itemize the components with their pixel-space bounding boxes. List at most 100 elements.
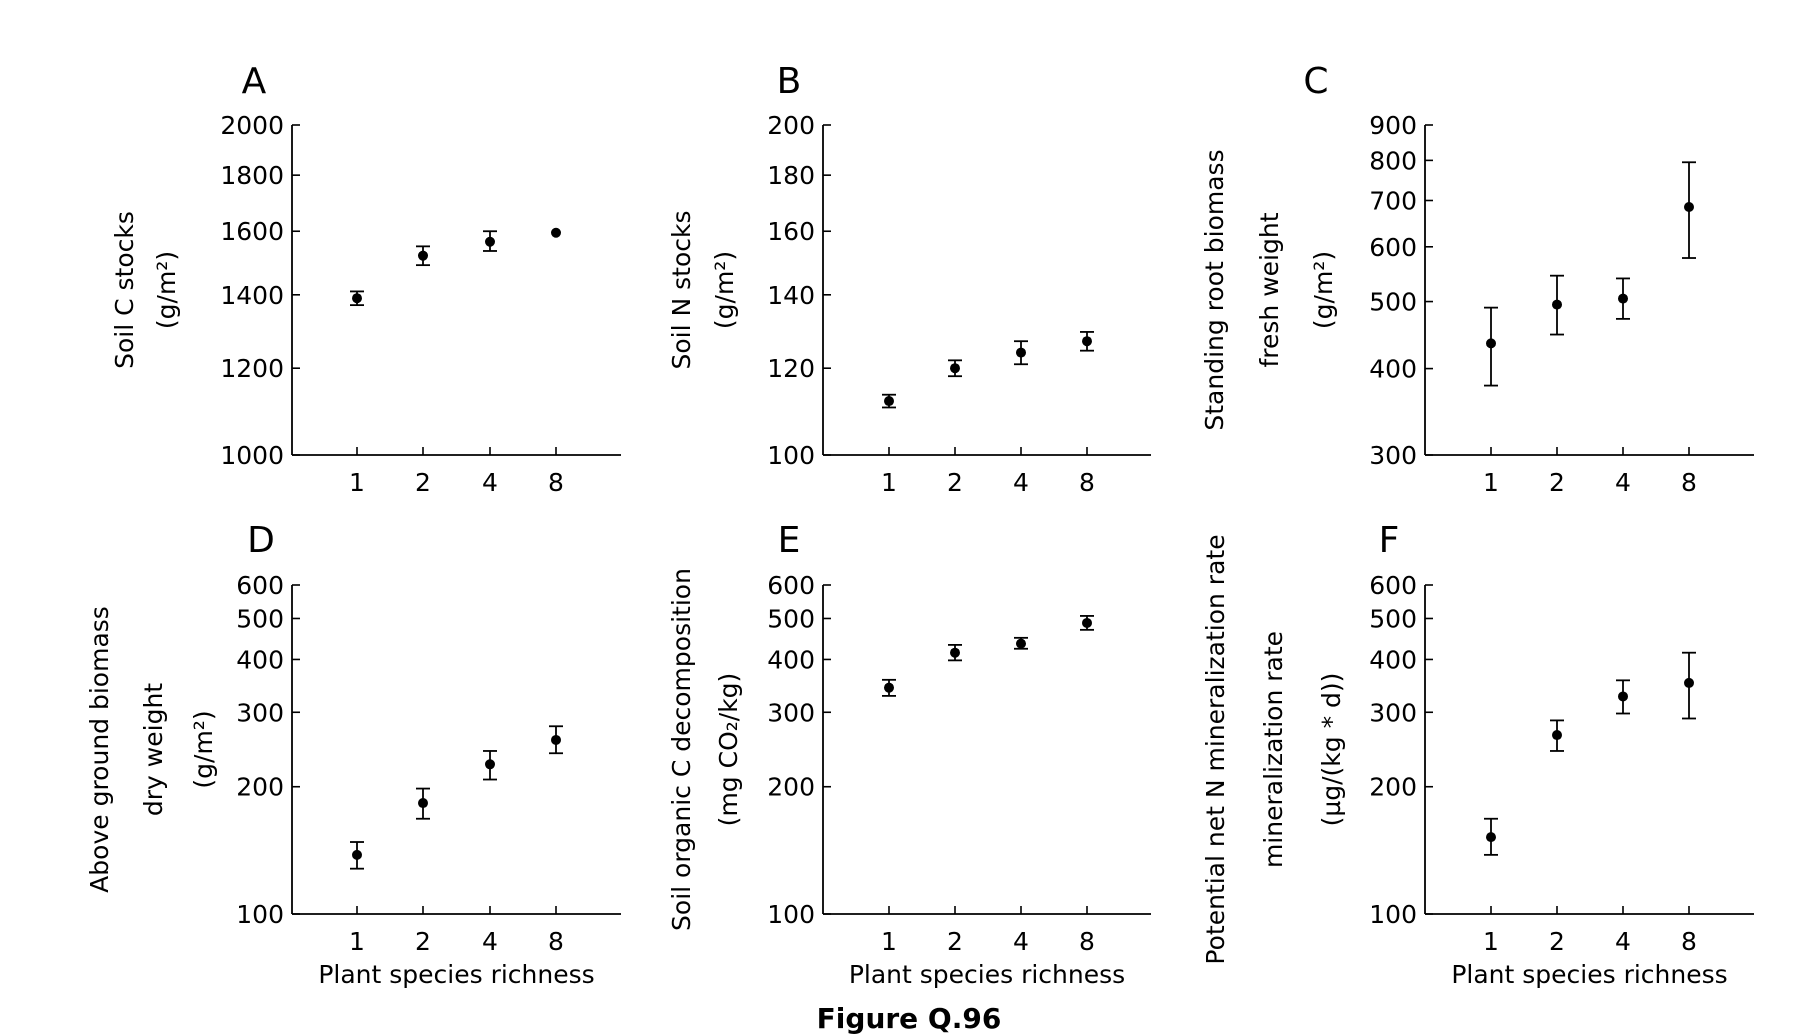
data-point: [1552, 299, 1562, 310]
y-tick-label: 400: [1369, 355, 1417, 384]
x-tick-label: 8: [1681, 927, 1697, 956]
data-point: [551, 227, 561, 238]
x-tick-label: 2: [947, 468, 963, 497]
y-axis-label: Potential net N mineralization rate: [1201, 534, 1230, 964]
x-tick-label: 4: [1615, 468, 1631, 497]
data-point: [352, 293, 362, 304]
y-axis-label: fresh weight: [1255, 212, 1284, 367]
chart-panel-e: E 100 200 300 400 500 600 1 2 4 8 Plant species ric…: [667, 520, 1151, 989]
panel-title: B: [777, 61, 802, 102]
x-tick-label: 8: [1681, 468, 1697, 497]
x-tick-label: 8: [548, 927, 564, 956]
y-tick-label: 1800: [220, 161, 284, 190]
data-point: [418, 798, 428, 809]
data-point: [1486, 338, 1496, 349]
data-point: [485, 236, 495, 247]
x-tick-label: 4: [1013, 468, 1029, 497]
y-axis-label: (g/m²): [189, 710, 218, 788]
panel-title: D: [247, 520, 275, 561]
y-tick-label: 140: [767, 281, 815, 310]
y-tick-label: 400: [767, 645, 815, 674]
y-tick-label: 300: [1369, 441, 1417, 470]
data-point: [1082, 336, 1092, 347]
y-tick-label: 600: [236, 571, 284, 600]
y-tick-label: 100: [767, 900, 815, 929]
x-tick-label: 4: [1013, 927, 1029, 956]
x-tick-label: 2: [415, 468, 431, 497]
x-tick-label: 8: [1079, 468, 1095, 497]
y-tick-label: 500: [767, 604, 815, 633]
y-tick-label: 200: [236, 773, 284, 802]
y-tick-label: 100: [1369, 900, 1417, 929]
y-tick-label: 100: [767, 441, 815, 470]
data-point: [352, 849, 362, 860]
x-tick-label: 1: [1483, 468, 1499, 497]
y-axis-label: Soil N stocks: [667, 210, 696, 369]
data-point: [1082, 617, 1092, 628]
y-tick-label: 300: [1369, 698, 1417, 727]
x-tick-label: 2: [1549, 927, 1565, 956]
panel-title: A: [242, 61, 267, 102]
y-tick-label: 900: [1369, 111, 1417, 140]
data-point: [1684, 201, 1694, 212]
x-axis-label: Plant species richness: [1451, 960, 1727, 989]
data-point: [551, 734, 561, 745]
y-axis-label: dry weight: [139, 683, 168, 816]
y-axis-label: (mg CO₂/kg): [714, 673, 743, 827]
x-tick-label: 2: [415, 927, 431, 956]
x-tick-label: 1: [349, 927, 365, 956]
data-point: [1618, 293, 1628, 304]
y-tick-label: 600: [1369, 233, 1417, 262]
chart-panel-b: B 100 120 140 160 180 200 1 2 4 8 Soil N stocks (g/m…: [667, 61, 1151, 497]
panel-title: F: [1379, 520, 1400, 561]
y-tick-label: 200: [767, 773, 815, 802]
chart-panel-a: A 1000 1200 1400 1600 1800 2000 1 2 4 8 Soil C stoc…: [110, 61, 621, 497]
y-tick-label: 600: [1369, 571, 1417, 600]
y-tick-label: 1400: [220, 281, 284, 310]
y-tick-label: 180: [767, 161, 815, 190]
data-point: [1016, 347, 1026, 358]
x-tick-label: 4: [482, 927, 498, 956]
y-axis-label: Soil organic C decomposition: [667, 568, 696, 931]
y-axis-label: Standing root biomass: [1200, 149, 1229, 430]
y-tick-label: 200: [1369, 773, 1417, 802]
y-tick-label: 1000: [220, 441, 284, 470]
x-axis-label: Plant species richness: [849, 960, 1125, 989]
y-tick-label: 400: [236, 645, 284, 674]
chart-panel-d: D 100 200 300 400 500 600 1 2 4 8 Plant species ric…: [85, 520, 621, 989]
data-point: [884, 396, 894, 407]
y-axis-label: (g/m²): [1309, 251, 1338, 329]
y-tick-label: 1200: [220, 354, 284, 383]
y-tick-label: 500: [1369, 604, 1417, 633]
x-axis-label: Plant species richness: [318, 960, 594, 989]
data-point: [950, 647, 960, 658]
y-tick-label: 500: [236, 604, 284, 633]
data-point: [418, 250, 428, 261]
y-tick-label: 120: [767, 354, 815, 383]
data-point: [950, 363, 960, 374]
data-point: [1016, 638, 1026, 649]
data-point: [485, 759, 495, 770]
x-tick-label: 4: [482, 468, 498, 497]
y-tick-label: 800: [1369, 146, 1417, 175]
y-tick-label: 2000: [220, 111, 284, 140]
data-point: [1552, 730, 1562, 741]
x-tick-label: 8: [548, 468, 564, 497]
data-point: [884, 682, 894, 693]
x-tick-label: 1: [881, 468, 897, 497]
y-tick-label: 400: [1369, 645, 1417, 674]
y-axis-label: Soil C stocks: [110, 211, 139, 369]
y-axis-label: (µg/(kg * d)): [1317, 673, 1346, 827]
y-axis-label: Above ground biomass: [85, 606, 114, 893]
figure-caption: Figure Q.96: [817, 1002, 1002, 1034]
y-tick-label: 1600: [220, 217, 284, 246]
x-tick-label: 2: [947, 927, 963, 956]
y-tick-label: 100: [236, 900, 284, 929]
y-tick-label: 600: [767, 571, 815, 600]
panel-title: C: [1303, 61, 1328, 102]
data-point: [1684, 677, 1694, 688]
panel-title: E: [778, 520, 801, 561]
y-axis-label: (g/m²): [710, 251, 739, 329]
x-tick-label: 4: [1615, 927, 1631, 956]
